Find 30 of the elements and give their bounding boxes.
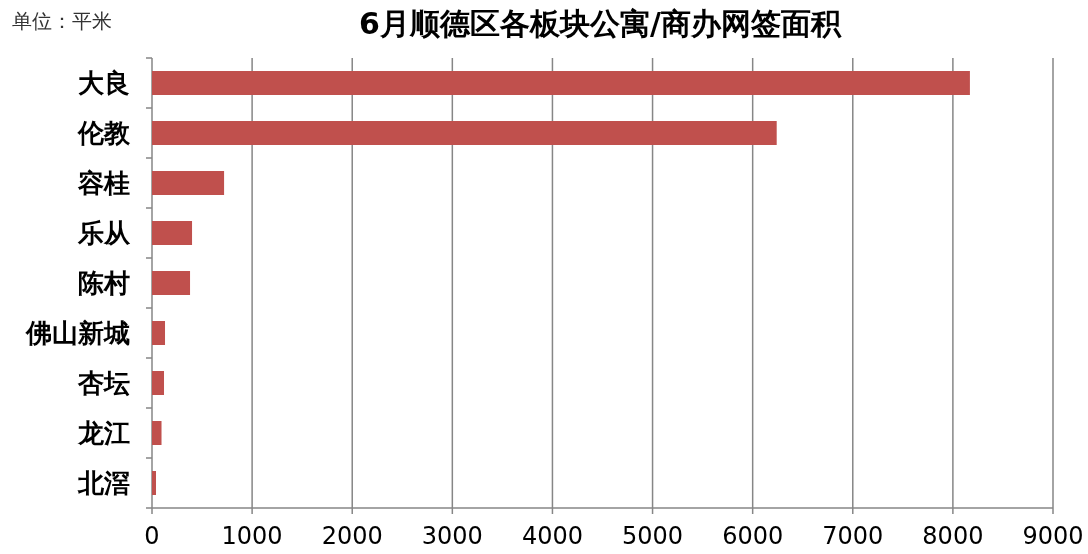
x-tick-label: 5000	[622, 522, 684, 550]
x-tick-label: 9000	[1022, 522, 1084, 550]
bar	[152, 121, 777, 145]
x-tick-label: 8000	[922, 522, 984, 550]
text: 单位：平米	[12, 9, 112, 33]
x-tick-label: 2000	[321, 522, 383, 550]
bar	[152, 421, 162, 445]
y-tick-label: 杏坛	[77, 368, 130, 398]
bar	[152, 71, 970, 95]
x-tick-label: 1000	[221, 522, 283, 550]
y-tick-label: 乐从	[77, 218, 131, 248]
x-tick-label: 7000	[822, 522, 884, 550]
bar	[152, 271, 191, 295]
x-tick-label: 4000	[521, 522, 583, 550]
bar	[152, 471, 156, 495]
y-tick-label: 伦教	[77, 118, 131, 148]
y-tick-label: 北滘	[77, 468, 130, 498]
bar	[152, 371, 165, 395]
x-tick-label: 6000	[722, 522, 784, 550]
bar	[152, 221, 193, 245]
y-tick-label: 陈村	[78, 268, 130, 298]
chart-title: 6月顺德区各板块公寓/商办网签面积	[359, 6, 842, 41]
y-tick-label: 龙江	[77, 418, 130, 448]
bar	[152, 321, 166, 345]
y-tick-label: 容桂	[77, 168, 130, 198]
x-tick-label: 0	[144, 522, 160, 550]
y-tick-label: 大良	[78, 68, 130, 98]
bar	[152, 171, 225, 195]
x-tick-label: 3000	[421, 522, 483, 550]
y-tick-label: 佛山新城	[25, 318, 130, 348]
